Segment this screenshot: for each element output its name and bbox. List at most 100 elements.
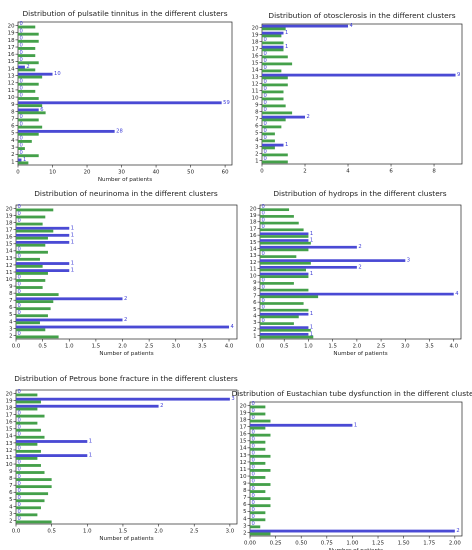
x-tick-label: 2.0 [118,344,127,350]
bar-blue [260,265,357,269]
bar-data-label: 0 [252,521,255,527]
bar-data-label: 1 [23,157,26,163]
bar-data-label: 0 [18,502,21,508]
bar-green [16,513,38,517]
y-tick-label: 4 [243,516,247,522]
bar-data-label: 0 [18,275,21,281]
y-tick-label: 9 [11,102,15,108]
bar-green [250,405,266,409]
bar-blue [18,72,53,76]
bar-green [16,499,45,503]
bar-data-label: 0 [252,465,255,471]
y-tick-label: 13 [240,453,247,459]
bar-data-label: 2 [124,296,127,302]
y-tick-label: 15 [252,60,259,66]
y-tick-label: 7 [243,495,246,501]
bar-blue [260,232,309,236]
bar-green [260,248,309,252]
bar-data-label: 0 [18,211,21,217]
y-tick-label: 5 [11,131,14,137]
x-tick-label: 2.5 [145,344,154,350]
bar-data-label: 0 [18,474,21,480]
y-tick-label: 10 [8,95,15,101]
bar-data-label: 2 [26,64,29,70]
y-tick-label: 10 [250,273,257,279]
bar-green [16,471,45,474]
bar-blue [16,233,70,237]
x-tick-label: 40 [153,170,160,176]
bar-data-label: 0 [18,509,21,515]
plot-frame [259,204,462,340]
x-tick-label: 0.0 [12,529,21,535]
bar-data-label: 0 [18,495,21,501]
bar-data-label: 0 [18,446,21,452]
chart-2: Distribution of otosclerosis in the diff… [252,11,463,175]
x-tick-label: 1.50 [398,541,411,547]
chart-3: Distribution of neurinoma in the differe… [6,189,238,357]
bar-blue [18,101,222,105]
bar-green [250,511,266,515]
y-tick-label: 11 [8,88,15,94]
bar-data-label: 0 [262,224,265,230]
y-tick-label: 8 [253,287,257,293]
bar-green [250,518,266,522]
bar-blue [250,423,353,427]
x-tick-label: 2.5 [377,344,386,350]
bar-data-label: 0 [20,86,23,92]
x-axis-label: Number of patients [98,177,152,183]
y-tick-label: 14 [240,446,247,452]
bar-blue [16,297,123,301]
bar-data-label: 0 [20,150,23,156]
bar-blue [262,24,349,28]
y-tick-label: 7 [255,116,258,122]
x-tick-label: 1.75 [423,541,435,547]
bar-data-label: 0 [20,78,23,84]
y-tick-label: 12 [250,260,257,266]
bar-green [260,328,311,332]
bar-data-label: 0 [252,493,255,499]
bar-data-label: 1 [310,231,313,237]
bar-data-label: 0 [18,246,21,252]
bar-green [16,335,59,339]
y-tick-label: 19 [250,213,257,219]
y-tick-label: 11 [240,467,247,473]
bar-data-label: 0 [252,401,255,407]
y-tick-label: 3 [9,511,12,517]
y-tick-label: 5 [243,509,246,515]
bar-data-label: 2 [456,528,459,534]
bar-blue [260,239,309,242]
bar-data-label: 0 [252,458,255,464]
bar-data-label: 0 [252,472,255,478]
x-tick-label: 1.00 [346,541,359,547]
bar-green [16,286,43,289]
bar-blue [260,272,309,276]
bar-green [250,433,271,437]
y-tick-label: 12 [6,263,13,269]
y-tick-label: 5 [9,497,12,503]
bar-data-label: 1 [71,239,74,245]
x-tick-label: 1.5 [92,344,101,350]
x-tick-label: 1.0 [83,529,92,535]
bar-data-label: 0 [18,331,21,337]
y-tick-label: 12 [8,81,15,87]
bar-blue [260,326,309,329]
bar-data-label: 2 [358,264,361,270]
bar-data-label: 0 [252,429,255,435]
bar-green [262,118,286,122]
bar-green [262,76,288,80]
bar-green [262,125,282,129]
bar-data-label: 0 [264,156,267,162]
bar-blue [18,108,39,112]
x-tick-label: 0.0 [12,344,21,350]
bar-green [260,255,297,258]
bar-green [18,32,39,36]
x-axis-label: Number of patients [333,351,387,357]
bar-green [260,261,311,265]
bar-green [18,54,36,58]
y-tick-label: 6 [9,305,13,311]
y-tick-label: 19 [240,410,247,416]
x-tick-label: 2.00 [449,541,462,547]
bar-green [16,215,46,219]
bar-data-label: 0 [20,21,23,27]
bar-green [16,400,41,404]
